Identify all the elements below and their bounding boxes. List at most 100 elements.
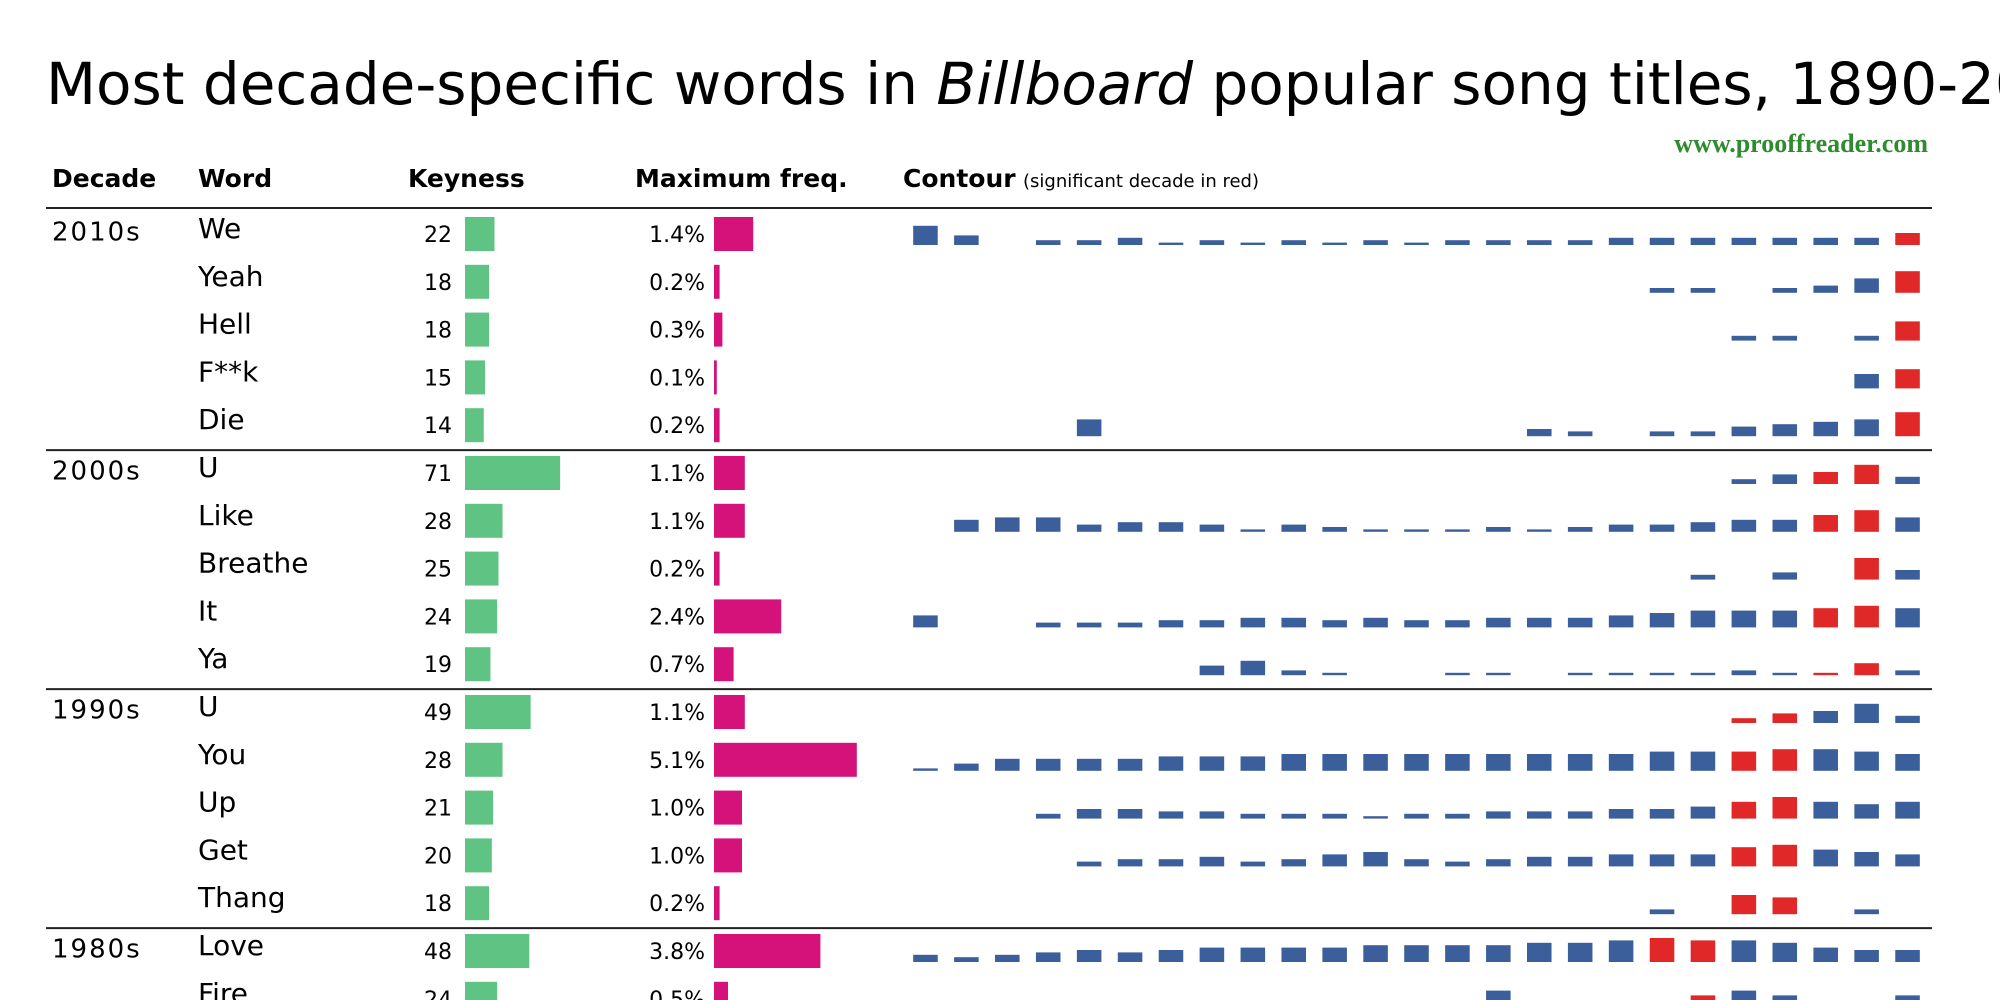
contour-bar	[1363, 617, 1388, 628]
contour-bar	[1486, 990, 1511, 1000]
contour-bar	[1240, 660, 1266, 676]
contour-bar	[1567, 942, 1593, 962]
contour-bar	[1731, 751, 1757, 771]
keyness-bar	[465, 838, 492, 873]
contour-bar	[1199, 856, 1225, 867]
contour-bar	[1772, 610, 1798, 628]
max-freq-bar	[714, 264, 720, 299]
contour-bar	[1281, 754, 1307, 771]
contour-bar	[1813, 285, 1838, 293]
contour-bar	[1199, 947, 1225, 962]
keyness-label: 14	[424, 414, 452, 439]
contour-bar	[913, 615, 938, 628]
word-label: Love	[198, 929, 264, 962]
keyness-label: 18	[424, 271, 452, 296]
contour-bar	[1117, 237, 1143, 245]
contour-bar	[1608, 854, 1634, 867]
keyness-bar	[465, 408, 484, 443]
keyness-bar	[465, 742, 503, 777]
contour-bar	[1076, 861, 1102, 867]
word-label: Get	[198, 833, 248, 866]
contour-bar	[1567, 431, 1593, 437]
contour-bar	[1281, 670, 1307, 676]
contour-bar	[1158, 950, 1184, 962]
contour-bar	[1486, 859, 1511, 867]
keyness-label: 21	[424, 797, 452, 822]
contour-bar	[1854, 419, 1879, 437]
contour-bar	[1854, 663, 1879, 676]
max-freq-bar	[714, 217, 754, 251]
contour-bar	[1895, 854, 1920, 867]
header-row: Decade Word Keyness Maximum freq. Contou…	[52, 164, 1259, 193]
contour-bar	[1731, 335, 1757, 341]
word-label: It	[198, 594, 217, 627]
contour-bar	[1076, 524, 1102, 532]
column-header: Keyness	[408, 164, 525, 193]
contour-bar	[1199, 620, 1225, 628]
contour-bar	[1895, 754, 1920, 771]
keyness-bar	[465, 886, 490, 921]
contour-bar	[1854, 464, 1879, 484]
contour-bar	[1895, 369, 1920, 389]
contour-bar	[1813, 515, 1838, 532]
contour-bar	[1322, 947, 1347, 962]
word-label: We	[198, 212, 241, 245]
max-freq-label: 0.2%	[649, 414, 705, 439]
contour-bar	[1649, 613, 1675, 628]
max-freq-label: 0.7%	[649, 653, 705, 678]
contour-bar	[1608, 672, 1634, 676]
max-freq-label: 0.2%	[649, 271, 705, 296]
contour-bar	[1895, 570, 1920, 580]
contour-bar	[1076, 758, 1102, 771]
contour-bar	[1158, 242, 1184, 245]
contour-bar	[1690, 854, 1716, 867]
keyness-label: 28	[424, 749, 452, 774]
keyness-bar	[465, 695, 531, 729]
contour-bar	[1035, 758, 1061, 771]
contour-bar	[1199, 665, 1225, 676]
contour-bar	[1363, 945, 1388, 962]
contour-bar	[1486, 672, 1511, 676]
word-label: Thang	[197, 881, 286, 914]
contour-bar	[1772, 844, 1798, 867]
contour-bar	[1608, 940, 1634, 962]
contour-bar	[1281, 240, 1307, 245]
contour-bar	[1895, 995, 1920, 1000]
column-header: Decade	[52, 164, 156, 193]
contour-bar	[1772, 424, 1798, 437]
contour-bar	[1731, 479, 1757, 484]
contour-bar	[1731, 895, 1757, 915]
contour-bar	[1240, 242, 1266, 245]
contour-bar	[1895, 412, 1920, 437]
contour-bar	[1363, 240, 1388, 245]
contour-bar	[1649, 809, 1675, 819]
contour-bar	[1813, 237, 1838, 245]
contour-bar	[1035, 622, 1061, 628]
max-freq-bar	[714, 695, 745, 729]
contour-bar	[1240, 813, 1266, 819]
max-freq-bar	[714, 838, 742, 873]
contour-bar	[1813, 801, 1838, 819]
contour-bar	[1199, 811, 1225, 819]
contour-bar	[1813, 421, 1838, 437]
contour-bar	[1240, 947, 1266, 962]
contour-bar	[1199, 756, 1225, 771]
contour-bar	[1567, 754, 1593, 771]
contour-bar	[954, 519, 979, 532]
contour-bar	[1158, 756, 1184, 771]
contour-bar	[1322, 672, 1347, 676]
contour-bar	[1117, 522, 1143, 532]
contour-bar	[1649, 431, 1675, 437]
source-url: www.prooffreader.com	[1674, 129, 1928, 158]
contour-bar	[1117, 758, 1143, 771]
contour-bar	[1772, 288, 1798, 293]
contour-bar	[1895, 517, 1920, 532]
contour-bar	[1854, 852, 1879, 867]
contour-bar	[1608, 524, 1634, 532]
keyness-bar	[465, 217, 495, 251]
contour-bar	[1690, 237, 1716, 245]
contour-bar	[1322, 754, 1347, 771]
contour-bar	[1854, 374, 1879, 389]
contour-bar	[1567, 240, 1593, 245]
max-freq-label: 0.2%	[649, 892, 705, 917]
